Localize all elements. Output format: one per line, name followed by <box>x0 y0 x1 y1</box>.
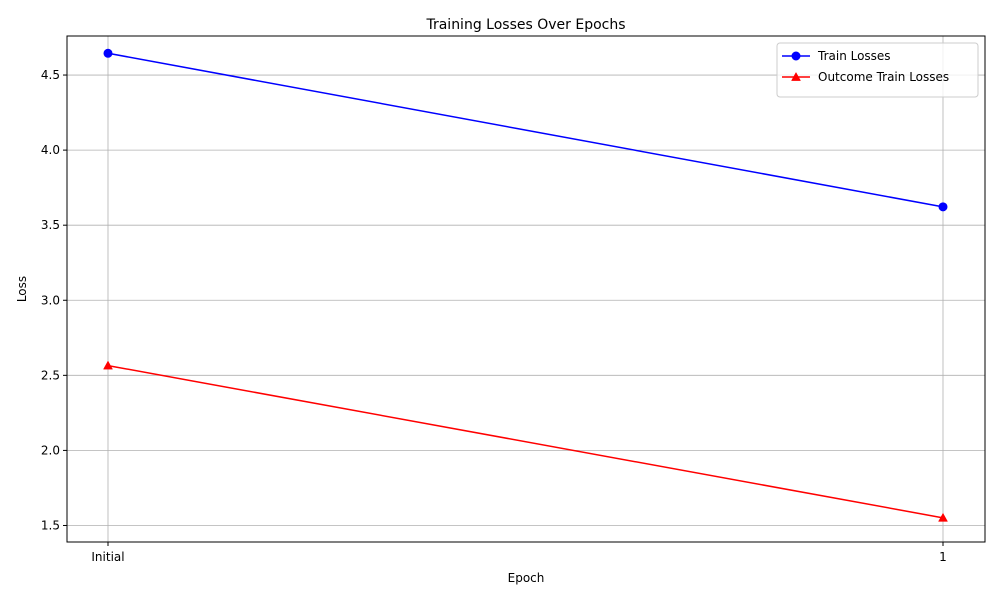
x-axis-label: Epoch <box>508 571 545 585</box>
series-1 <box>103 360 948 522</box>
series-lines <box>103 48 948 522</box>
y-tick-label: 3.5 <box>41 218 60 232</box>
legend-box <box>776 42 979 98</box>
data-point <box>103 48 113 58</box>
series-line <box>107 364 944 519</box>
legend-item: Train Losses <box>782 49 891 63</box>
y-tick-label: 3.0 <box>41 293 60 307</box>
grid-lines <box>67 36 985 542</box>
data-point <box>938 512 948 522</box>
legend-marker <box>791 71 801 81</box>
y-tick-label: 4.5 <box>41 68 60 82</box>
x-tick-label: 1 <box>939 550 947 564</box>
y-tick-label: 2.0 <box>41 443 60 457</box>
legend: Train Losses Outcome Train Losses <box>776 42 979 98</box>
data-point <box>938 202 948 212</box>
chart-title: Training Losses Over Epochs <box>425 17 625 33</box>
legend-label: Outcome Train Losses <box>818 70 949 84</box>
y-tick-label: 1.5 <box>41 518 60 532</box>
legend-item: Outcome Train Losses <box>782 70 949 84</box>
x-tick-label: Initial <box>91 550 124 564</box>
y-axis-label: Loss <box>15 276 29 302</box>
y-axis-ticks: 1.5 2.0 2.5 3.0 3.5 4.0 4.5 <box>41 68 67 532</box>
data-point <box>103 360 113 370</box>
legend-label: Train Losses <box>817 49 891 63</box>
x-axis-ticks: Initial 1 <box>91 542 947 564</box>
legend-marker <box>791 51 801 61</box>
series-line <box>107 52 944 208</box>
y-tick-label: 4.0 <box>41 143 60 157</box>
y-tick-label: 2.5 <box>41 368 60 382</box>
series-0 <box>103 48 948 212</box>
plot-frame <box>66 35 986 543</box>
